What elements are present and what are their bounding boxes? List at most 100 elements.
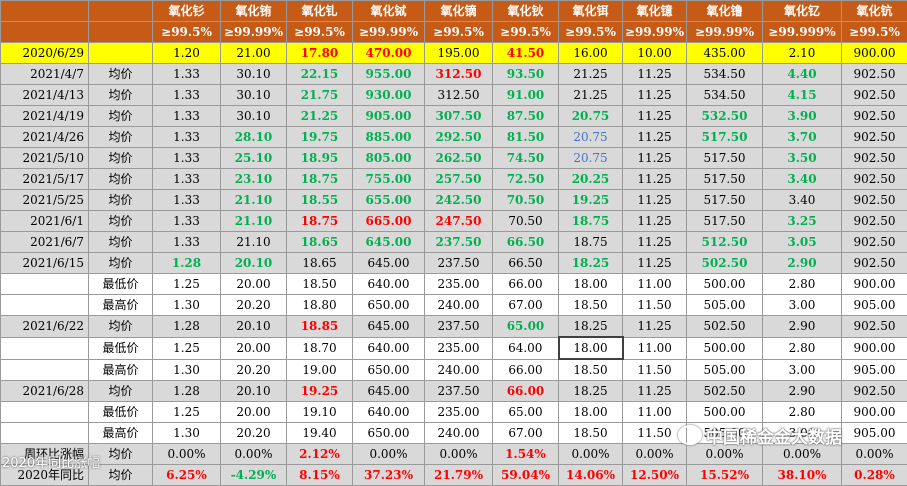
price-cell[interactable]: 1.25 — [153, 402, 221, 423]
price-cell[interactable]: 18.50 — [559, 295, 623, 316]
price-cell[interactable]: 235.00 — [425, 402, 493, 423]
price-cell[interactable]: 10.00 — [623, 43, 687, 64]
price-cell[interactable]: 16.00 — [559, 43, 623, 64]
row-label-cell[interactable] — [1, 295, 89, 316]
price-cell[interactable]: 66.00 — [493, 381, 559, 402]
price-cell[interactable]: 38.10% — [763, 465, 842, 486]
price-cell[interactable]: 650.00 — [353, 423, 425, 444]
price-cell[interactable]: 18.50 — [287, 274, 353, 295]
row-label-cell[interactable]: 2021/4/7 — [1, 64, 89, 85]
price-cell[interactable]: 87.50 — [493, 106, 559, 127]
price-cell[interactable]: 15.52% — [687, 465, 763, 486]
price-cell[interactable]: 1.28 — [153, 316, 221, 338]
row-label-cell[interactable]: 2021/6/1 — [1, 211, 89, 232]
price-cell[interactable]: 1.20 — [153, 43, 221, 64]
price-cell[interactable]: 20.00 — [221, 337, 287, 359]
price-cell[interactable]: 20.10 — [221, 253, 287, 274]
price-cell[interactable]: 21.00 — [221, 43, 287, 64]
price-cell[interactable]: 18.25 — [559, 381, 623, 402]
price-cell[interactable]: 11.25 — [623, 190, 687, 211]
price-cell[interactable]: 17.80 — [287, 43, 353, 64]
price-cell[interactable]: 902.50 — [842, 169, 907, 190]
price-cell[interactable]: 20.20 — [221, 359, 287, 381]
price-cell[interactable]: 18.25 — [559, 253, 623, 274]
price-cell[interactable]: 2.80 — [763, 337, 842, 359]
price-cell[interactable]: 902.50 — [842, 316, 907, 338]
price-cell[interactable]: 0.00% — [221, 444, 287, 465]
price-type-cell[interactable]: 最高价 — [89, 359, 153, 381]
price-cell[interactable]: 517.50 — [687, 211, 763, 232]
price-cell[interactable]: 11.25 — [623, 381, 687, 402]
price-cell[interactable]: 0.00% — [153, 444, 221, 465]
price-cell[interactable]: 21.75 — [287, 85, 353, 106]
price-cell[interactable]: 18.50 — [559, 423, 623, 444]
price-cell[interactable]: 755.00 — [353, 169, 425, 190]
price-cell[interactable]: 18.85 — [287, 316, 353, 338]
price-cell[interactable]: 67.00 — [493, 295, 559, 316]
price-cell[interactable]: 930.00 — [353, 85, 425, 106]
price-cell[interactable]: 500.00 — [687, 337, 763, 359]
price-cell[interactable]: 6.25% — [153, 465, 221, 486]
price-cell[interactable]: 502.50 — [687, 253, 763, 274]
price-cell[interactable]: 20.25 — [559, 169, 623, 190]
price-cell[interactable]: 517.50 — [687, 148, 763, 169]
price-cell[interactable]: 650.00 — [353, 359, 425, 381]
price-cell[interactable]: 1.33 — [153, 169, 221, 190]
price-cell[interactable]: 1.33 — [153, 148, 221, 169]
price-type-cell[interactable]: 均价 — [89, 381, 153, 402]
price-cell[interactable]: 3.25 — [763, 211, 842, 232]
price-cell[interactable]: 21.10 — [221, 232, 287, 253]
price-cell[interactable]: 30.10 — [221, 64, 287, 85]
price-cell[interactable]: 640.00 — [353, 337, 425, 359]
price-cell[interactable]: 242.50 — [425, 190, 493, 211]
price-cell[interactable]: 65.00 — [493, 316, 559, 338]
price-cell[interactable]: 3.40 — [763, 169, 842, 190]
price-cell[interactable]: 505.00 — [687, 359, 763, 381]
price-cell[interactable]: 18.65 — [287, 232, 353, 253]
price-cell[interactable]: 235.00 — [425, 337, 493, 359]
price-cell[interactable]: 18.75 — [287, 211, 353, 232]
price-cell[interactable]: 12.50% — [623, 465, 687, 486]
price-cell[interactable]: 0.00% — [353, 444, 425, 465]
price-cell[interactable]: 312.50 — [425, 85, 493, 106]
price-cell[interactable]: 1.33 — [153, 232, 221, 253]
price-cell[interactable]: 1.25 — [153, 274, 221, 295]
price-cell[interactable]: 11.00 — [623, 274, 687, 295]
price-cell[interactable]: 66.50 — [493, 232, 559, 253]
price-cell[interactable]: 3.05 — [763, 232, 842, 253]
price-cell[interactable]: 902.50 — [842, 106, 907, 127]
price-cell[interactable]: 14.06% — [559, 465, 623, 486]
price-cell[interactable]: 257.50 — [425, 169, 493, 190]
price-cell[interactable]: 11.25 — [623, 64, 687, 85]
price-cell[interactable]: 20.10 — [221, 381, 287, 402]
row-label-cell[interactable]: 2021/6/22 — [1, 316, 89, 338]
price-cell[interactable]: 0.00% — [559, 444, 623, 465]
price-cell[interactable]: 2.90 — [763, 253, 842, 274]
price-cell[interactable]: 19.25 — [559, 190, 623, 211]
price-cell[interactable]: 1.33 — [153, 106, 221, 127]
price-cell[interactable]: 11.50 — [623, 423, 687, 444]
price-cell[interactable]: 21.25 — [287, 106, 353, 127]
price-cell[interactable]: 2.90 — [763, 381, 842, 402]
price-cell[interactable]: 1.30 — [153, 359, 221, 381]
price-cell[interactable]: 1.33 — [153, 127, 221, 148]
price-cell[interactable]: 70.50 — [493, 211, 559, 232]
row-label-cell[interactable]: 2021/6/7 — [1, 232, 89, 253]
price-cell[interactable]: 902.50 — [842, 85, 907, 106]
price-cell[interactable]: 66.00 — [493, 274, 559, 295]
price-cell[interactable]: 18.00 — [559, 402, 623, 423]
price-cell[interactable]: 18.75 — [559, 211, 623, 232]
price-cell[interactable]: 18.25 — [559, 316, 623, 338]
price-cell[interactable]: 59.04% — [493, 465, 559, 486]
price-cell[interactable]: 645.00 — [353, 316, 425, 338]
price-cell[interactable]: 885.00 — [353, 127, 425, 148]
price-cell[interactable]: 11.25 — [623, 148, 687, 169]
price-cell[interactable]: 11.25 — [623, 106, 687, 127]
price-cell[interactable]: 64.00 — [493, 337, 559, 359]
price-cell[interactable]: 1.33 — [153, 190, 221, 211]
price-cell[interactable]: 20.00 — [221, 274, 287, 295]
price-cell[interactable]: 500.00 — [687, 274, 763, 295]
price-cell[interactable]: 37.23% — [353, 465, 425, 486]
price-cell[interactable]: 532.50 — [687, 106, 763, 127]
price-cell[interactable]: 905.00 — [842, 359, 907, 381]
